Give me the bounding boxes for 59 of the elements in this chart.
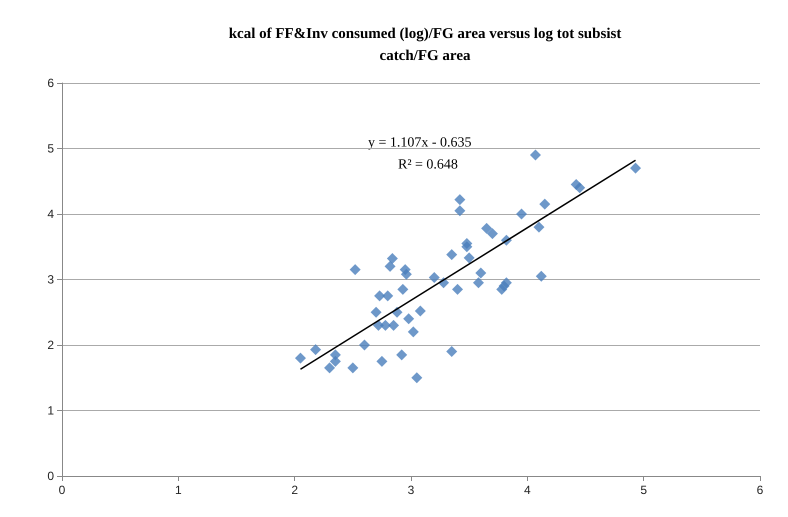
point bbox=[374, 290, 386, 302]
point bbox=[376, 356, 388, 367]
y-tick-label: 2 bbox=[47, 338, 54, 352]
y-tick-label: 0 bbox=[47, 469, 54, 483]
point bbox=[411, 372, 422, 384]
point bbox=[533, 222, 544, 233]
point bbox=[310, 344, 322, 356]
point bbox=[358, 340, 370, 350]
y-tick-label: 3 bbox=[47, 272, 54, 286]
point bbox=[446, 346, 458, 358]
x-tick-label: 6 bbox=[756, 483, 764, 497]
point bbox=[408, 326, 419, 338]
y-tick-label: 4 bbox=[47, 207, 54, 221]
point bbox=[574, 182, 586, 194]
x-tick-label: 5 bbox=[640, 483, 648, 497]
point bbox=[500, 277, 512, 288]
x-tick-label: 2 bbox=[291, 483, 298, 497]
point bbox=[539, 198, 550, 210]
annotation: R² = 0.648 bbox=[398, 158, 458, 172]
x-tick-label: 4 bbox=[524, 483, 531, 497]
point bbox=[530, 150, 541, 161]
point bbox=[486, 228, 498, 240]
point bbox=[446, 249, 458, 260]
point bbox=[294, 352, 306, 364]
point bbox=[324, 362, 336, 374]
point bbox=[452, 284, 464, 295]
y-tick-label: 5 bbox=[47, 142, 54, 156]
point bbox=[454, 194, 466, 206]
y-tick-label: 1 bbox=[47, 404, 54, 418]
point bbox=[397, 284, 408, 295]
x-tick-label: 1 bbox=[174, 483, 182, 497]
point bbox=[400, 268, 412, 280]
annotation: y = 1.107x - 0.635 bbox=[368, 136, 472, 150]
point bbox=[472, 277, 484, 288]
point bbox=[536, 270, 547, 282]
point bbox=[347, 362, 358, 374]
point bbox=[414, 305, 426, 316]
point bbox=[454, 205, 466, 216]
chart-title: kcal of FF&Inv consumed (log)/FG area versus log tot subsist catch/FG area bbox=[228, 26, 622, 64]
point bbox=[370, 306, 382, 318]
point bbox=[386, 253, 398, 264]
point bbox=[384, 260, 396, 272]
point bbox=[350, 264, 361, 276]
point bbox=[388, 320, 400, 331]
point bbox=[461, 241, 472, 252]
x-tick-label: 0 bbox=[58, 483, 66, 497]
point bbox=[380, 320, 391, 331]
x-tick-label: 3 bbox=[408, 483, 415, 497]
point bbox=[464, 252, 475, 264]
point bbox=[330, 349, 341, 360]
point bbox=[481, 222, 492, 234]
y-tick-label: 6 bbox=[47, 76, 54, 90]
point bbox=[475, 267, 486, 278]
point bbox=[396, 349, 408, 360]
point bbox=[630, 162, 642, 174]
point bbox=[403, 313, 414, 324]
point bbox=[516, 208, 528, 220]
point bbox=[382, 290, 394, 302]
point bbox=[428, 272, 440, 284]
